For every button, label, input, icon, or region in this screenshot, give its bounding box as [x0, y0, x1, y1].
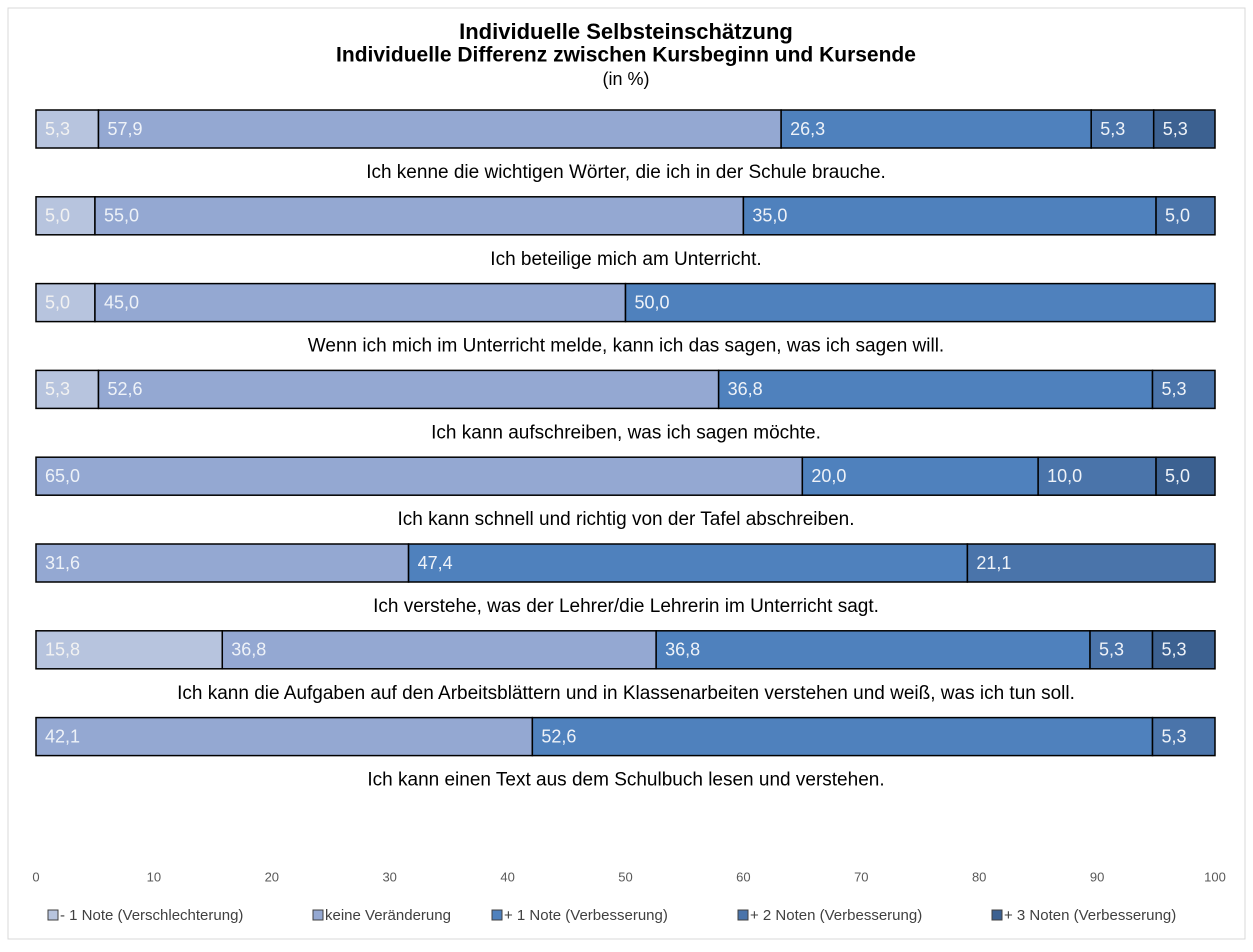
x-tick-label: 40: [500, 869, 514, 884]
category-label: Ich beteilige mich am Unterricht.: [490, 249, 761, 270]
bar-segment: [35, 456, 804, 496]
bar-segment: [97, 109, 782, 149]
x-tick-label: 70: [854, 869, 868, 884]
x-tick-label: 100: [1204, 869, 1226, 884]
bar-segment: [94, 196, 745, 236]
data-label: 26,3: [790, 119, 825, 139]
bar-segment: [780, 109, 1092, 149]
bar-segment: [35, 716, 534, 757]
data-label: 36,8: [665, 640, 700, 660]
data-label: 5,3: [1162, 379, 1187, 399]
bar-segment: [717, 369, 1154, 410]
bar-segment: [1151, 630, 1216, 670]
bar-segment: [966, 543, 1216, 583]
data-label: 65,0: [45, 466, 80, 486]
unit-note: (in %): [602, 69, 649, 89]
data-label: 47,4: [418, 553, 453, 573]
data-label: 57,9: [107, 119, 142, 139]
data-label: 50,0: [635, 292, 670, 312]
data-label: 5,3: [45, 379, 70, 399]
data-label: 5,3: [1100, 119, 1125, 139]
legend-label: + 2 Noten (Verbesserung): [750, 907, 922, 924]
bar-segment: [35, 109, 100, 149]
bar-segment: [1155, 196, 1216, 236]
data-label: 36,8: [728, 379, 763, 399]
legend-swatch: [47, 909, 59, 921]
data-label: 5,3: [45, 119, 70, 139]
x-tick-label: 60: [736, 869, 750, 884]
legend-swatch: [491, 909, 503, 921]
bar-segment: [35, 630, 224, 670]
x-tick-label: 90: [1090, 869, 1104, 884]
category-label: Wenn ich mich im Unterricht melde, kann …: [308, 336, 944, 357]
chart-title: Individuelle Selbsteinschätzung: [459, 19, 793, 44]
legend-swatch: [737, 909, 749, 921]
data-label: 55,0: [104, 206, 139, 226]
bar-segment: [1155, 456, 1216, 496]
legend-label: + 1 Note (Verbesserung): [504, 907, 668, 924]
legend-label: keine Veränderung: [325, 907, 451, 924]
x-tick-label: 10: [147, 869, 161, 884]
data-label: 36,8: [231, 640, 266, 660]
bar-segment: [624, 282, 1216, 323]
category-label: Ich kenne die wichtigen Wörter, die ich …: [366, 162, 886, 183]
legend-swatch: [991, 909, 1003, 921]
category-label: Ich kann einen Text aus dem Schulbuch le…: [367, 770, 884, 791]
data-label: 52,6: [541, 726, 576, 746]
bar-segment: [801, 456, 1039, 496]
data-label: 42,1: [45, 726, 80, 746]
data-label: 10,0: [1047, 466, 1082, 486]
bar-segment: [94, 282, 627, 323]
bar-segment: [407, 543, 969, 583]
data-label: 5,0: [45, 292, 70, 312]
bar-segment: [1090, 109, 1155, 149]
category-label: Ich verstehe, was der Lehrer/die Lehreri…: [373, 596, 879, 617]
data-label: 20,0: [811, 466, 846, 486]
bar-segment: [35, 196, 96, 236]
x-tick-label: 80: [972, 869, 986, 884]
bar-segment: [35, 543, 410, 583]
x-tick-label: 0: [32, 869, 39, 884]
data-label: 5,0: [1165, 466, 1190, 486]
data-label: 5,3: [1162, 640, 1187, 660]
data-label: 5,3: [1162, 726, 1187, 746]
data-label: 21,1: [976, 553, 1011, 573]
category-label: Ich kann schnell und richtig von der Taf…: [398, 509, 855, 530]
bar-segment: [1151, 716, 1216, 757]
bar-segment: [531, 716, 1154, 757]
data-label: 35,0: [752, 206, 787, 226]
chart-subtitle: Individuelle Differenz zwischen Kursbegi…: [336, 44, 916, 67]
bar-segment: [97, 369, 720, 410]
category-label: Ich kann aufschreiben, was ich sagen möc…: [431, 422, 821, 443]
x-tick-label: 50: [618, 869, 632, 884]
bar-segment: [1151, 369, 1216, 410]
data-label: 5,3: [1163, 119, 1188, 139]
bar-segment: [742, 196, 1157, 236]
data-label: 5,3: [1099, 640, 1124, 660]
bar-segment: [655, 630, 1091, 670]
bar-segment: [35, 369, 100, 410]
legend-label: + 3 Noten (Verbesserung): [1004, 907, 1176, 924]
x-tick-label: 30: [382, 869, 396, 884]
legend-label: - 1 Note (Verschlechterung): [60, 907, 243, 924]
data-label: 5,0: [45, 206, 70, 226]
bar-segment: [1152, 109, 1216, 149]
bar-segment: [35, 282, 96, 323]
bar-segment: [221, 630, 657, 670]
data-label: 52,6: [107, 379, 142, 399]
data-label: 31,6: [45, 553, 80, 573]
data-label: 15,8: [45, 640, 80, 660]
category-label: Ich kann die Aufgaben auf den Arbeitsblä…: [177, 683, 1075, 704]
x-tick-label: 20: [265, 869, 279, 884]
data-label: 5,0: [1165, 206, 1190, 226]
data-label: 45,0: [104, 292, 139, 312]
legend-swatch: [312, 909, 324, 921]
